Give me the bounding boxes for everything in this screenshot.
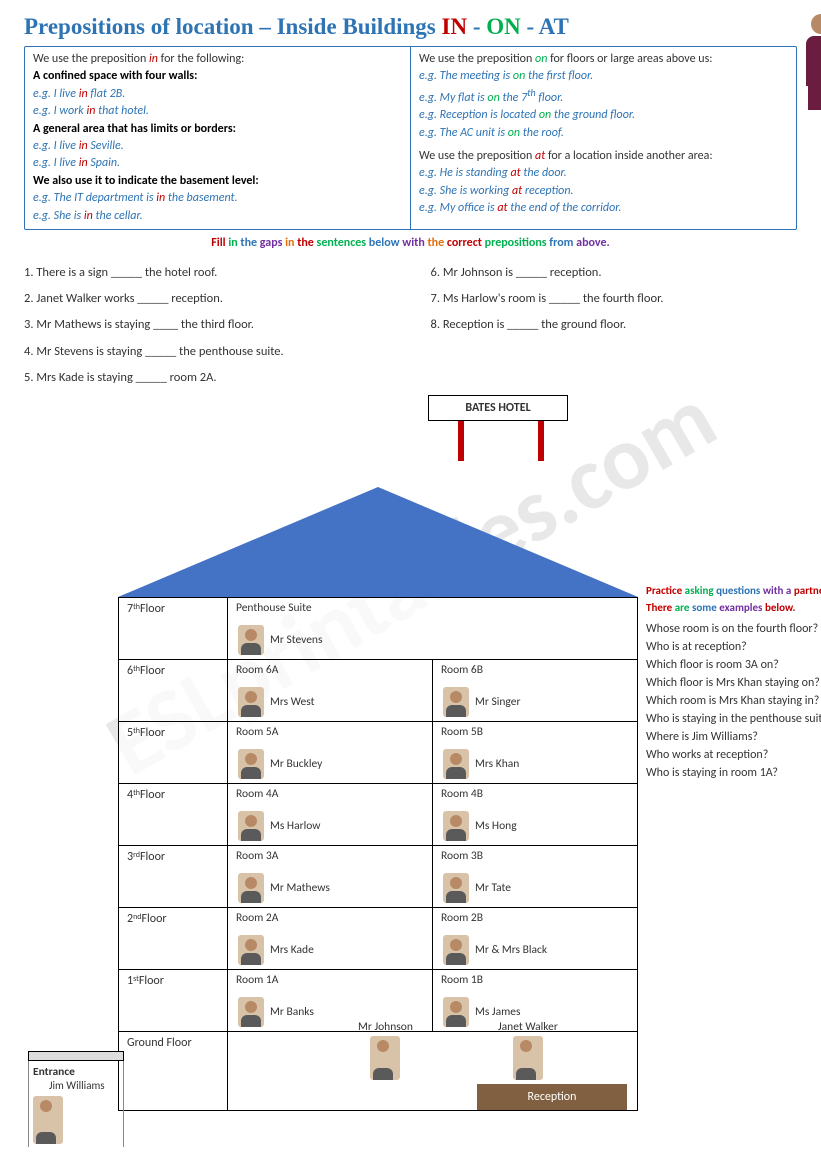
- rules-box: We use the preposition in for the follow…: [24, 46, 797, 230]
- teacher-figure: [791, 14, 821, 124]
- avatar: [33, 1096, 63, 1144]
- practice-item: Whose room is on the fourth floor?: [646, 620, 821, 638]
- instruction: Fill in the gaps in the sentences below …: [24, 236, 797, 250]
- practice-item: Who is at reception?: [646, 638, 821, 656]
- hotel-roof: [118, 487, 638, 597]
- rules-on-at: We use the preposition on for floors or …: [411, 47, 796, 229]
- practice-item: Which floor is Mrs Khan staying on?: [646, 674, 821, 692]
- floor: 7th FloorPenthouse SuiteMr Stevens: [119, 598, 637, 660]
- q1: 1. There is a sign _____ the hotel roof.: [24, 260, 391, 286]
- q3: 3. Mr Mathews is staying ____ the third …: [24, 312, 391, 338]
- q8: 8. Reception is _____ the ground floor.: [431, 312, 798, 338]
- q5: 5. Mrs Kade is staying _____ room 2A.: [24, 365, 391, 391]
- q2: 2. Janet Walker works _____ reception.: [24, 286, 391, 312]
- entrance: Entrance Jim Williams: [28, 1051, 124, 1147]
- floor: 6th FloorRoom 6AMrs WestRoom 6BMr Singer: [119, 660, 637, 722]
- q6: 6. Mr Johnson is _____ reception.: [431, 260, 798, 286]
- hotel-sign: BATES HOTEL: [428, 395, 568, 421]
- practice-item: Which room is Mrs Khan staying in?: [646, 692, 821, 710]
- practice-item: Where is Jim Williams?: [646, 728, 821, 746]
- practice-panel: Practice asking questions with a partner…: [646, 583, 821, 782]
- page-title: Prepositions of location – Inside Buildi…: [24, 14, 797, 40]
- gap-fill: 1. There is a sign _____ the hotel roof.…: [24, 260, 797, 391]
- floor: 3rd FloorRoom 3AMr MathewsRoom 3BMr Tate: [119, 846, 637, 908]
- practice-item: Who works at reception?: [646, 746, 821, 764]
- practice-item: Which floor is room 3A on?: [646, 656, 821, 674]
- floor: 2nd FloorRoom 2AMrs KadeRoom 2BMr & Mrs …: [119, 908, 637, 970]
- rules-in: We use the preposition in for the follow…: [25, 47, 411, 229]
- hotel-diagram: BATES HOTEL 7th FloorPenthouse SuiteMr S…: [28, 487, 798, 1147]
- hotel-building: 7th FloorPenthouse SuiteMr Stevens6th Fl…: [118, 597, 638, 1111]
- floor: 5th FloorRoom 5AMr BuckleyRoom 5BMrs Kha…: [119, 722, 637, 784]
- practice-item: Who is staying in room 1A?: [646, 764, 821, 782]
- ground-floor: Ground FloorMr JohnsonJanet WalkerRecept…: [119, 1032, 637, 1110]
- q7: 7. Ms Harlow's room is _____ the fourth …: [431, 286, 798, 312]
- q4: 4. Mr Stevens is staying _____ the penth…: [24, 339, 391, 365]
- practice-item: Who is staying in the penthouse suite?: [646, 710, 821, 728]
- floor: 4th FloorRoom 4AMs HarlowRoom 4BMs Hong: [119, 784, 637, 846]
